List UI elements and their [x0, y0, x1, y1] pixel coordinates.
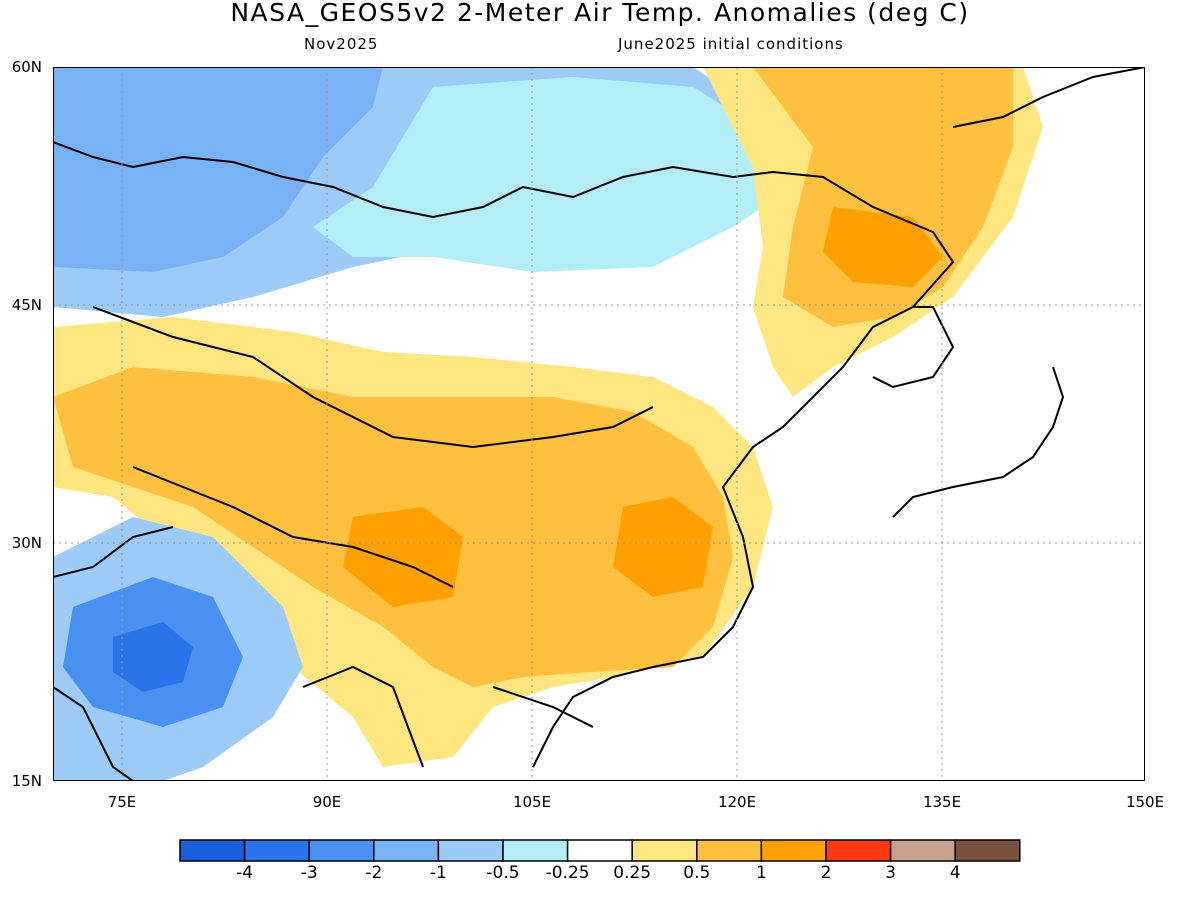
map-title: NASA_GEOS5v2 2-Meter Air Temp. Anomalies…: [230, 0, 970, 27]
lat-label-15n: 15N: [11, 772, 42, 790]
lat-label-30n: 30N: [11, 534, 42, 552]
lon-label-90e: 90E: [312, 793, 342, 811]
lon-label-120e: 120E: [717, 793, 757, 811]
colorbar-swatch-5: [502, 839, 569, 862]
colorbar-swatch-6: [566, 839, 633, 862]
colorbar-label-1: -3: [300, 863, 318, 883]
warm-region-far-east: [753, 67, 1013, 327]
cold-region-siberia: [53, 67, 383, 272]
anomaly-map: [53, 67, 1145, 781]
colorbar-swatch-2: [308, 839, 375, 862]
initial-conditions-label: June2025 initial conditions: [618, 35, 844, 53]
colorbar-swatch-7: [631, 839, 698, 862]
colorbar-label-11: 4: [949, 863, 961, 883]
lon-label-105e: 105E: [512, 793, 552, 811]
colorbar-label-10: 3: [885, 863, 897, 883]
colorbar-swatch-9: [760, 839, 827, 862]
cold-region-light-cyan: [313, 77, 793, 272]
colorbar-swatch-11: [889, 839, 956, 862]
colorbar-label-6: 0.25: [613, 863, 652, 883]
colorbar-swatch-8: [696, 839, 763, 862]
lon-label-135e: 135E: [922, 793, 962, 811]
colorbar-label-9: 2: [820, 863, 832, 883]
warm-region-far-east-strong: [823, 207, 943, 287]
coastlines: [53, 67, 1145, 781]
colorbar-label-5: -0.25: [545, 863, 590, 883]
cold-region-india-core: [113, 622, 193, 692]
colorbar-label-0: -4: [236, 863, 254, 883]
grid-lines: [53, 67, 1145, 781]
colorbar-label-4: -0.5: [486, 863, 520, 883]
colorbar-swatch-0: [179, 839, 246, 862]
colorbar-swatch-1: [243, 839, 310, 862]
colorbar-swatch-4: [437, 839, 504, 862]
lon-label-150e: 150E: [1125, 793, 1165, 811]
colorbar-label-3: -1: [429, 863, 447, 883]
lat-label-60n: 60N: [11, 58, 42, 76]
colorbar-swatch-10: [825, 839, 892, 862]
lon-label-75e: 75E: [107, 793, 137, 811]
colorbar-label-8: 1: [755, 863, 767, 883]
colorbar-label-2: -2: [365, 863, 383, 883]
colorbar-swatch-3: [373, 839, 440, 862]
lat-label-45n: 45N: [11, 296, 42, 314]
colorbar-swatch-12: [954, 839, 1021, 862]
warm-region-sichuan: [343, 507, 463, 607]
colorbar-label-7: 0.5: [683, 863, 711, 883]
warm-region-yangtze: [613, 497, 713, 597]
forecast-month: Nov2025: [304, 35, 379, 53]
